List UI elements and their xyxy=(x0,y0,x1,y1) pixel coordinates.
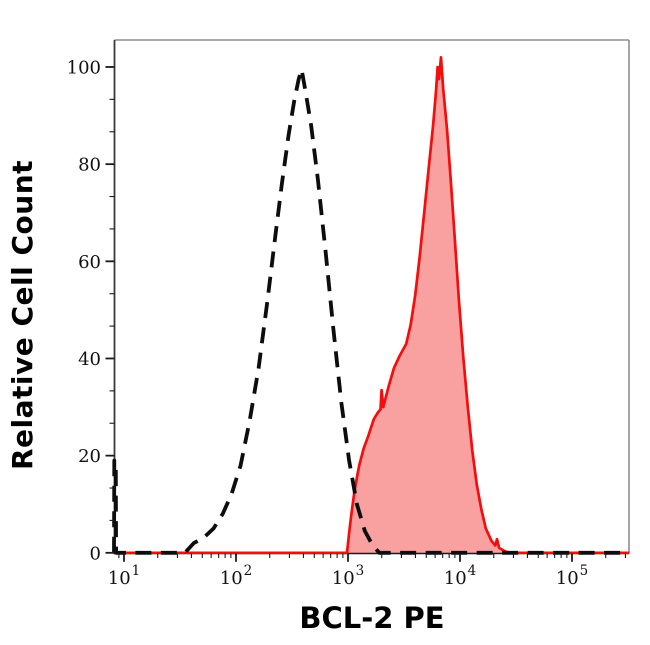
x-tick-base: 10 xyxy=(556,568,579,589)
x-axis-ticks xyxy=(118,553,626,562)
y-axis-title: Relative Cell Count xyxy=(6,160,39,470)
x-axis-title: BCL-2 PE xyxy=(299,601,444,635)
y-tick-label-80: 80 xyxy=(78,155,101,176)
bcl2-pe-stained-curve xyxy=(114,55,629,555)
x-tick-base: 10 xyxy=(332,568,355,589)
x-tick-exponent: 1 xyxy=(132,563,141,579)
x-axis-tick-labels: 101 102 103 104 105 xyxy=(108,563,589,589)
x-tick-exponent: 3 xyxy=(356,563,365,579)
y-tick-label-0: 0 xyxy=(90,543,101,564)
x-tick-exponent: 2 xyxy=(244,563,253,579)
y-axis-tick-labels: 100 80 60 40 20 0 xyxy=(67,58,101,565)
y-axis-ticks xyxy=(105,66,115,554)
x-tick-label-10e3: 103 xyxy=(332,563,365,589)
x-tick-base: 10 xyxy=(220,568,243,589)
histogram-series xyxy=(112,55,629,555)
y-tick-label-40: 40 xyxy=(78,349,101,370)
y-tick-label-20: 20 xyxy=(78,446,101,467)
x-tick-label-10e5: 105 xyxy=(556,563,589,589)
x-tick-exponent: 5 xyxy=(580,563,589,579)
x-tick-label-10e4: 104 xyxy=(444,563,477,589)
x-tick-base: 10 xyxy=(108,568,131,589)
x-tick-base: 10 xyxy=(444,568,467,589)
x-tick-exponent: 4 xyxy=(468,563,477,579)
x-tick-label-10e1: 101 xyxy=(108,563,141,589)
y-tick-label-100: 100 xyxy=(67,58,101,79)
x-tick-label-10e2: 102 xyxy=(220,563,253,589)
isotype-control-curve xyxy=(112,67,629,555)
y-tick-label-60: 60 xyxy=(78,252,101,273)
